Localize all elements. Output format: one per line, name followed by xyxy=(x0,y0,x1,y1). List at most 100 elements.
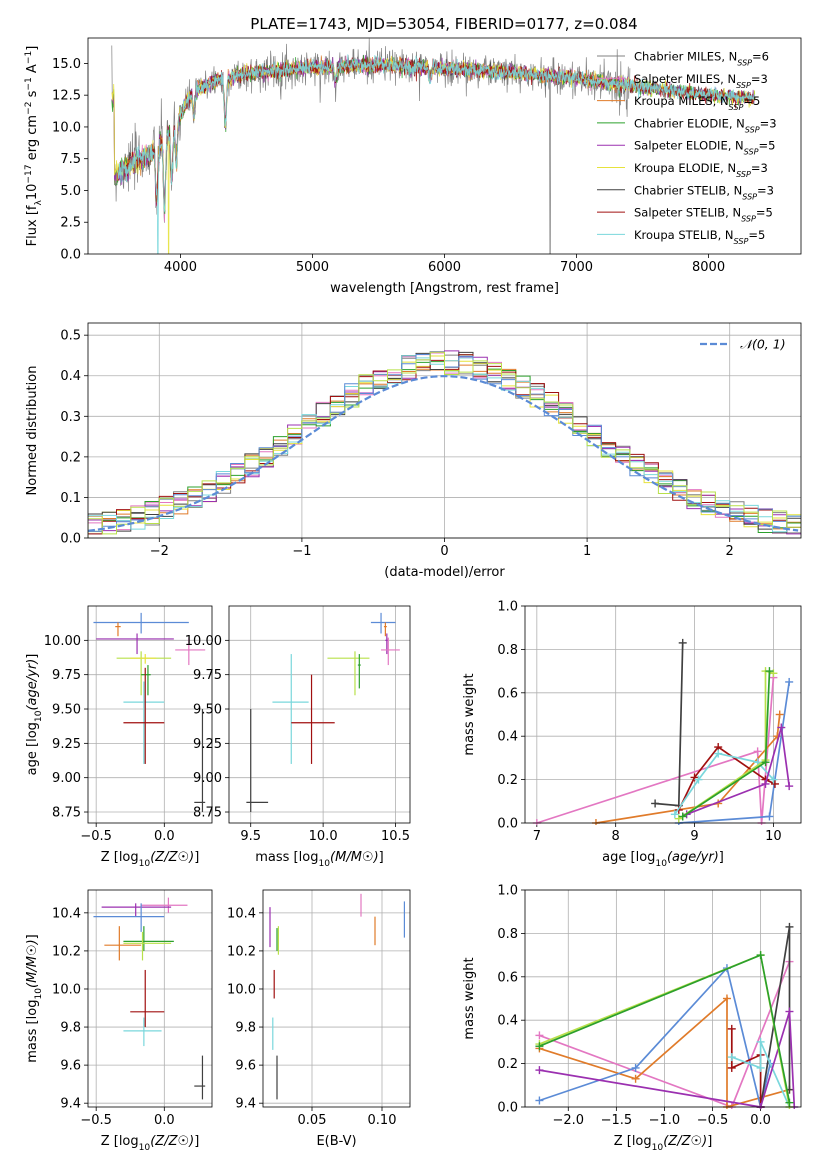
y-tick-label: 0.5 xyxy=(60,329,81,344)
y-tick-label: 8.75 xyxy=(52,806,81,821)
weight-marker xyxy=(631,1074,640,1083)
y-tick-label: 0.0 xyxy=(497,1101,518,1116)
weight-marker xyxy=(651,799,660,808)
y-axis-label: mass [log10(M/M☉)] xyxy=(25,934,44,1063)
y-axis-label: mass weight xyxy=(462,957,477,1039)
weight-marker xyxy=(756,1063,765,1072)
weight-line-salpeter-elodie xyxy=(686,727,791,816)
errorbar-point xyxy=(291,674,335,764)
weight-marker xyxy=(694,775,703,784)
x-tick-label: −0.5 xyxy=(80,1113,112,1128)
x-tick-label: −0.5 xyxy=(80,829,112,844)
x-tick-label: 10 xyxy=(765,829,782,844)
x-tick-label: 10.0 xyxy=(309,829,338,844)
histograms xyxy=(88,350,801,538)
weight-marker xyxy=(785,1098,794,1107)
weight-line-salpeter-elodie xyxy=(539,1011,796,1108)
weight-marker xyxy=(775,710,784,719)
errorbar-point xyxy=(130,969,165,1028)
panel-mass-vs-ebv: 0.05 0.10 9.4 9.6 9.8 10.0 10.2 10.4 E(B-V) xyxy=(227,889,411,1149)
errorbar-point xyxy=(93,903,165,932)
y-tick-label: 9.6 xyxy=(60,1059,81,1074)
y-tick-label: 0.6 xyxy=(497,970,518,985)
errorbar-point xyxy=(194,1055,206,1100)
x-tick-label: 0 xyxy=(440,544,448,559)
weight-marker xyxy=(727,1053,736,1062)
weight-line-kroupa-miles xyxy=(595,714,781,824)
y-tick-label: 9.75 xyxy=(193,668,222,683)
errorbar-point xyxy=(272,654,309,764)
errorbar-point xyxy=(141,665,151,696)
y-tick-label: 9.25 xyxy=(193,737,222,752)
errorbar-point xyxy=(115,622,121,637)
weight-line-blue_model xyxy=(539,966,772,1108)
x-axis-label: (data-model)/error xyxy=(384,565,505,580)
x-axis-label: age [log10(age/yr)] xyxy=(602,850,724,869)
legend-entry: Salpeter MILES, NSSP=3 xyxy=(634,72,768,90)
errorbar-point xyxy=(130,654,157,664)
y-tick-label: 2.5 xyxy=(60,216,81,231)
y-tick-label: 7.5 xyxy=(60,152,81,167)
weight-marker xyxy=(765,667,774,676)
panel-weight-vs-age: 7 8 9 10 0.0 0.2 0.4 0.6 0.8 1.0 age [log10(age/yr… xyxy=(462,600,802,869)
x-axis-label: Z [log10(Z/Z☉)] xyxy=(614,1134,713,1153)
weight-series xyxy=(532,638,794,825)
y-axis-label: age [log10(age/yr)] xyxy=(25,654,44,776)
weight-marker xyxy=(785,677,794,686)
x-tick-label: −2.0 xyxy=(552,1113,584,1128)
errorbar-point xyxy=(327,651,370,696)
y-tick-label: 0.4 xyxy=(497,1014,518,1029)
y-tick-label: 10.2 xyxy=(52,944,81,959)
y-tick-label: 9.75 xyxy=(52,668,81,683)
weight-line-salpeter-miles xyxy=(536,677,775,824)
weight-marker xyxy=(535,1042,544,1051)
x-axis-label: mass [log10(M/M☉)] xyxy=(255,850,384,869)
plot-frame xyxy=(87,605,213,824)
y-tick-label: 0.4 xyxy=(497,730,518,745)
weight-marker xyxy=(535,1066,544,1075)
weight-marker xyxy=(765,812,774,821)
normal-curve xyxy=(88,375,799,532)
weight-marker xyxy=(535,1031,544,1040)
y-tick-label: 0.0 xyxy=(60,248,81,263)
x-tick-label: 0.0 xyxy=(154,1113,175,1128)
legend-entry: Salpeter STELIB, NSSP=5 xyxy=(634,206,773,224)
weight-marker xyxy=(727,1063,736,1072)
x-tick-label: 4000 xyxy=(164,260,197,275)
weight-marker xyxy=(761,779,770,788)
y-tick-label: 0.6 xyxy=(497,686,518,701)
weight-line-kroupa-stelib xyxy=(731,1041,791,1108)
y-tick-label: 9.25 xyxy=(52,737,81,752)
errorbar-point xyxy=(175,637,206,666)
errorbar-point xyxy=(123,667,165,764)
panel-age-vs-z: −0.5 0.0 8.75 9.00 9.25 9.50 9.75 10.00 Z [log10… xyxy=(25,605,213,869)
y-tick-label: 0.8 xyxy=(497,927,518,942)
y-tick-label: 1.0 xyxy=(497,884,518,899)
weight-marker xyxy=(535,1096,544,1105)
y-tick-label: 9.8 xyxy=(60,1021,81,1036)
weight-marker xyxy=(761,758,770,767)
x-tick-label: 5000 xyxy=(296,260,329,275)
y-tick-label: 0.0 xyxy=(497,817,518,832)
y-tick-label: 9.4 xyxy=(60,1097,81,1112)
y-axis-label: mass weight xyxy=(462,673,477,755)
x-tick-label: 1 xyxy=(583,544,591,559)
y-tick-label: 10.2 xyxy=(227,944,256,959)
y-axis-label: Flux [fλ10−17 erg cm−2 s−1 A−1] xyxy=(24,46,44,247)
x-tick-label: −0.5 xyxy=(697,1113,729,1128)
y-axis-label: Normed distribution xyxy=(25,366,40,496)
plot-frame xyxy=(262,889,411,1108)
plot-frame xyxy=(524,605,802,824)
x-tick-label: 0.0 xyxy=(750,1113,771,1128)
weight-marker xyxy=(727,1024,736,1033)
spectrum-legend: Chabrier MILES, NSSP=6 Salpeter MILES, NS… xyxy=(597,50,777,245)
plot-frame xyxy=(87,322,802,539)
x-tick-label: −2 xyxy=(150,544,169,559)
y-tick-label: 0.2 xyxy=(60,450,81,465)
y-tick-label: 0.0 xyxy=(60,532,81,547)
weight-marker xyxy=(756,1037,765,1046)
y-tick-label: 0.2 xyxy=(497,1057,518,1072)
panel-spectrum: 4000 5000 6000 7000 8000 0.0 2.5 5.0 7.5 10.0 12.5… xyxy=(24,37,802,296)
legend-entry: Kroupa ELODIE, NSSP=3 xyxy=(634,161,768,179)
legend-entry: Chabrier ELODIE, NSSP=3 xyxy=(634,116,777,133)
